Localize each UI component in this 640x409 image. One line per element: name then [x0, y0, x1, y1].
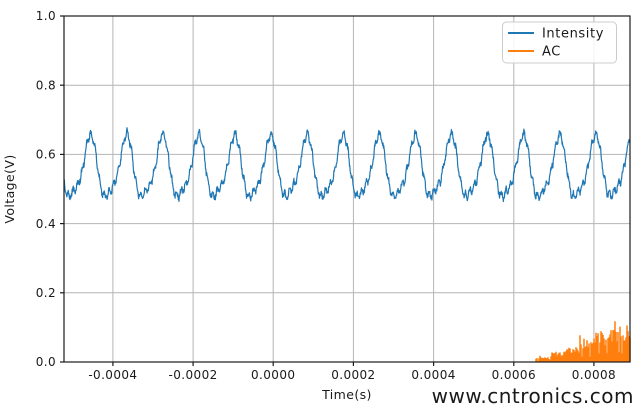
- y-axis-label: Voltage(V): [2, 154, 17, 223]
- y-tick-label: 0.0: [36, 355, 56, 369]
- x-tick-label: -0.0004: [88, 368, 137, 382]
- y-tick-label: 0.4: [36, 217, 56, 231]
- ac-trace: [535, 321, 631, 362]
- axes-frame: [63, 15, 631, 363]
- y-tick-label: 0.2: [36, 286, 56, 300]
- legend: Intensity AC: [502, 21, 617, 64]
- x-tick-label: 0.0000: [251, 368, 295, 382]
- intensity-wave-path: [63, 127, 631, 203]
- x-tick-label: 0.0008: [572, 368, 616, 382]
- ac-pulse-path: [535, 321, 631, 362]
- y-tick-label: 0.6: [36, 148, 56, 162]
- legend-intensity-label: Intensity: [542, 27, 604, 42]
- x-tick-label: 0.0004: [411, 368, 455, 382]
- y-tick-label: 1.0: [36, 9, 56, 23]
- watermark-text: www.cntronics.com: [432, 384, 634, 408]
- x-tick-label: 0.0006: [492, 368, 536, 382]
- x-tick-label: -0.0002: [169, 368, 218, 382]
- plot-border: [63, 15, 631, 363]
- legend-ac-label: AC: [542, 45, 561, 60]
- y-tick-label: 0.8: [36, 78, 56, 92]
- y-tick-labels: 0.0 0.2 0.4 0.6 0.8 1.0: [36, 9, 56, 369]
- x-tick-label: 0.0002: [331, 368, 375, 382]
- x-axis-label: Time(s): [321, 387, 372, 402]
- tick-marks: [60, 15, 595, 366]
- intensity-trace: [63, 127, 631, 203]
- x-tick-labels: -0.0004 -0.0002 0.0000 0.0002 0.0004 0.0006 0.…: [88, 368, 616, 382]
